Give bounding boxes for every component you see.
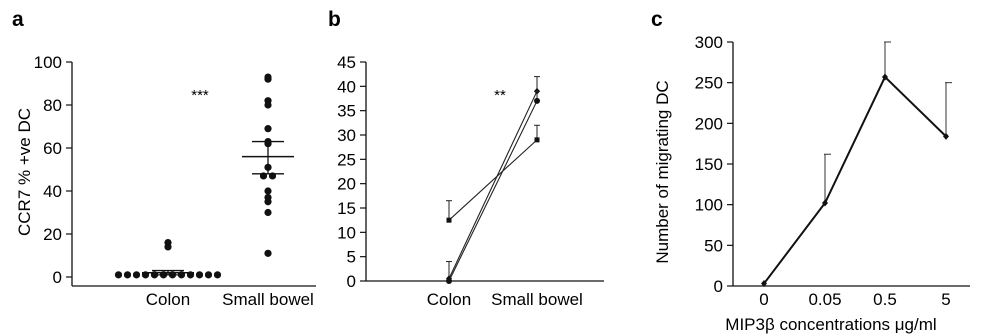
y-tick-label: 45 bbox=[337, 53, 356, 72]
y-tick-label: 150 bbox=[695, 155, 723, 174]
panel-a-letter: a bbox=[12, 8, 24, 31]
x-tick-label: Colon bbox=[427, 290, 471, 309]
data-point bbox=[114, 271, 123, 279]
panel-a-plot: 0 20 40 60 80 100 Colon Small bowel *** bbox=[34, 53, 316, 309]
y-tick-label: 0 bbox=[53, 268, 62, 287]
y-tick-label: 0 bbox=[714, 277, 723, 296]
panel-c: c Number of migrating DC MIP3β concentra… bbox=[651, 8, 970, 334]
data-point bbox=[264, 75, 272, 83]
data-point bbox=[761, 280, 767, 288]
panel-b: b 0 5 10 15 20 25 30 35 40 45 Colon Small bowel ** bbox=[328, 8, 604, 309]
data-point bbox=[882, 73, 888, 81]
series-line bbox=[763, 75, 947, 285]
x-tick-label: 0 bbox=[759, 290, 768, 309]
data-point bbox=[446, 217, 452, 223]
significance-annotation: *** bbox=[191, 87, 209, 104]
y-tick-label: 25 bbox=[337, 150, 356, 169]
y-tick-label: 40 bbox=[43, 182, 62, 201]
y-tick-label: 100 bbox=[34, 53, 62, 72]
data-point bbox=[195, 271, 204, 279]
data-point bbox=[213, 271, 222, 279]
y-tick-label: 40 bbox=[337, 77, 356, 96]
y-tick-label: 5 bbox=[347, 248, 356, 267]
y-tick-label: 0 bbox=[347, 272, 356, 291]
x-tick-label: 0.5 bbox=[873, 290, 897, 309]
data-point bbox=[264, 208, 272, 217]
y-tick-label: 20 bbox=[43, 225, 62, 244]
data-point bbox=[204, 271, 213, 279]
data-point bbox=[264, 101, 272, 109]
data-point bbox=[132, 271, 141, 279]
data-point bbox=[534, 137, 540, 143]
x-tick-label: 5 bbox=[941, 290, 950, 309]
panel-b-plot: 0 5 10 15 20 25 30 35 40 45 Colon Small bowel ** bbox=[337, 53, 604, 309]
y-tick-label: 20 bbox=[337, 175, 356, 194]
y-tick-label: 200 bbox=[695, 114, 723, 133]
y-tick-label: 250 bbox=[695, 74, 723, 93]
y-tick-label: 15 bbox=[337, 199, 356, 218]
panel-a-ylabel: CCR7 % +ve DC bbox=[15, 108, 34, 236]
y-tick-label: 100 bbox=[695, 196, 723, 215]
y-tick-label: 60 bbox=[43, 139, 62, 158]
series-line bbox=[448, 139, 538, 221]
y-tick-label: 10 bbox=[337, 223, 356, 242]
data-point bbox=[264, 198, 272, 206]
y-tick-label: 30 bbox=[337, 126, 356, 145]
data-point bbox=[534, 97, 540, 104]
series-line bbox=[448, 90, 538, 279]
data-point bbox=[446, 278, 452, 284]
panel-c-letter: c bbox=[651, 8, 663, 31]
data-point bbox=[164, 243, 172, 251]
series-line bbox=[448, 100, 538, 282]
y-tick-label: 80 bbox=[43, 96, 62, 115]
x-tick-label: 0.05 bbox=[808, 290, 841, 309]
data-point bbox=[822, 199, 828, 207]
data-point bbox=[123, 271, 132, 279]
x-tick-label: Colon bbox=[146, 290, 190, 309]
panel-c-xlabel: MIP3β concentrations μg/ml bbox=[725, 315, 936, 334]
panel-c-plot: 0 50 100 150 200 250 300 0 0.05 0.5 5 bbox=[695, 33, 970, 309]
y-tick-label: 300 bbox=[695, 33, 723, 52]
panel-c-ylabel: Number of migrating DC bbox=[653, 80, 672, 263]
y-tick-label: 50 bbox=[704, 236, 723, 255]
panel-b-letter: b bbox=[328, 8, 341, 31]
data-point bbox=[264, 187, 272, 195]
data-point bbox=[264, 125, 272, 133]
x-tick-label: Small bowel bbox=[491, 290, 583, 309]
significance-annotation: ** bbox=[494, 87, 506, 104]
data-point bbox=[264, 249, 272, 257]
x-tick-label: Small bowel bbox=[222, 290, 314, 309]
panel-a: a CCR7 % +ve DC 0 20 40 60 80 100 Colon Small b… bbox=[12, 8, 316, 309]
data-point bbox=[943, 132, 949, 140]
y-tick-label: 35 bbox=[337, 102, 356, 121]
